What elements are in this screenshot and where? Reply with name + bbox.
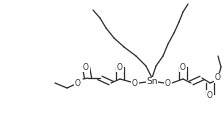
Text: Sn: Sn	[146, 77, 158, 86]
Text: O: O	[117, 62, 123, 72]
Text: O: O	[207, 91, 213, 100]
Text: O: O	[83, 62, 89, 72]
Text: O: O	[180, 62, 186, 72]
Text: O: O	[132, 79, 138, 88]
Text: O: O	[215, 74, 221, 82]
Text: O: O	[75, 79, 81, 88]
Text: O: O	[165, 79, 171, 88]
